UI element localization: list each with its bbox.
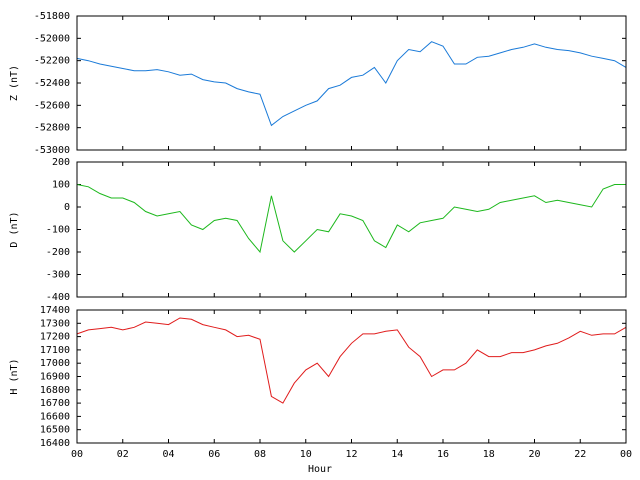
y-tick-label: -200 [46, 247, 70, 258]
x-tick-label: 06 [208, 449, 220, 460]
y-tick-label: 16500 [40, 425, 70, 436]
y-tick-label: -100 [46, 225, 70, 236]
x-tick-label: 18 [483, 449, 495, 460]
x-tick-label: 22 [574, 449, 586, 460]
y-axis-label: D (nT) [9, 211, 20, 247]
y-tick-label: 16900 [40, 372, 70, 383]
y-tick-label: -52400 [34, 78, 70, 89]
x-tick-label: 00 [71, 449, 83, 460]
y-tick-label: -52600 [34, 100, 70, 111]
y-tick-label: 16600 [40, 411, 70, 422]
x-tick-label: 08 [254, 449, 266, 460]
x-tick-label: 20 [528, 449, 540, 460]
x-tick-label: 10 [300, 449, 312, 460]
y-tick-label: 17400 [40, 305, 70, 316]
x-tick-label: 16 [437, 449, 449, 460]
plot-frame [76, 15, 627, 151]
data-line [76, 317, 627, 404]
y-tick-label: 17100 [40, 345, 70, 356]
y-tick-label: 16400 [40, 438, 70, 449]
y-axis-label: Z (nT) [9, 65, 20, 101]
x-tick-label: 04 [162, 449, 174, 460]
x-tick-label: 00 [620, 449, 632, 460]
y-tick-label: -53000 [34, 145, 70, 156]
y-tick-label: -52800 [34, 123, 70, 134]
y-axis-label: H (nT) [9, 358, 20, 394]
y-tick-label: -300 [46, 270, 70, 281]
y-tick-label: 200 [52, 157, 70, 168]
y-tick-label: -400 [46, 292, 70, 303]
y-tick-label: -52000 [34, 33, 70, 44]
x-tick-label: 14 [391, 449, 403, 460]
y-tick-label: -51800 [34, 11, 70, 22]
y-tick-label: 100 [52, 180, 70, 191]
y-tick-label: 17200 [40, 332, 70, 343]
y-tick-label: 17300 [40, 318, 70, 329]
data-line [76, 184, 626, 254]
y-tick-label: 16800 [40, 385, 70, 396]
y-tick-label: 17000 [40, 358, 70, 369]
data-line [76, 41, 627, 127]
x-tick-label: 02 [117, 449, 129, 460]
y-tick-label: -52200 [34, 56, 70, 67]
x-tick-label: 12 [345, 449, 357, 460]
y-tick-label: 16700 [40, 398, 70, 409]
plot-frame [76, 309, 627, 444]
x-axis-label: Hour [308, 464, 332, 475]
y-tick-label: 0 [64, 202, 70, 213]
plot-frame [76, 161, 627, 298]
